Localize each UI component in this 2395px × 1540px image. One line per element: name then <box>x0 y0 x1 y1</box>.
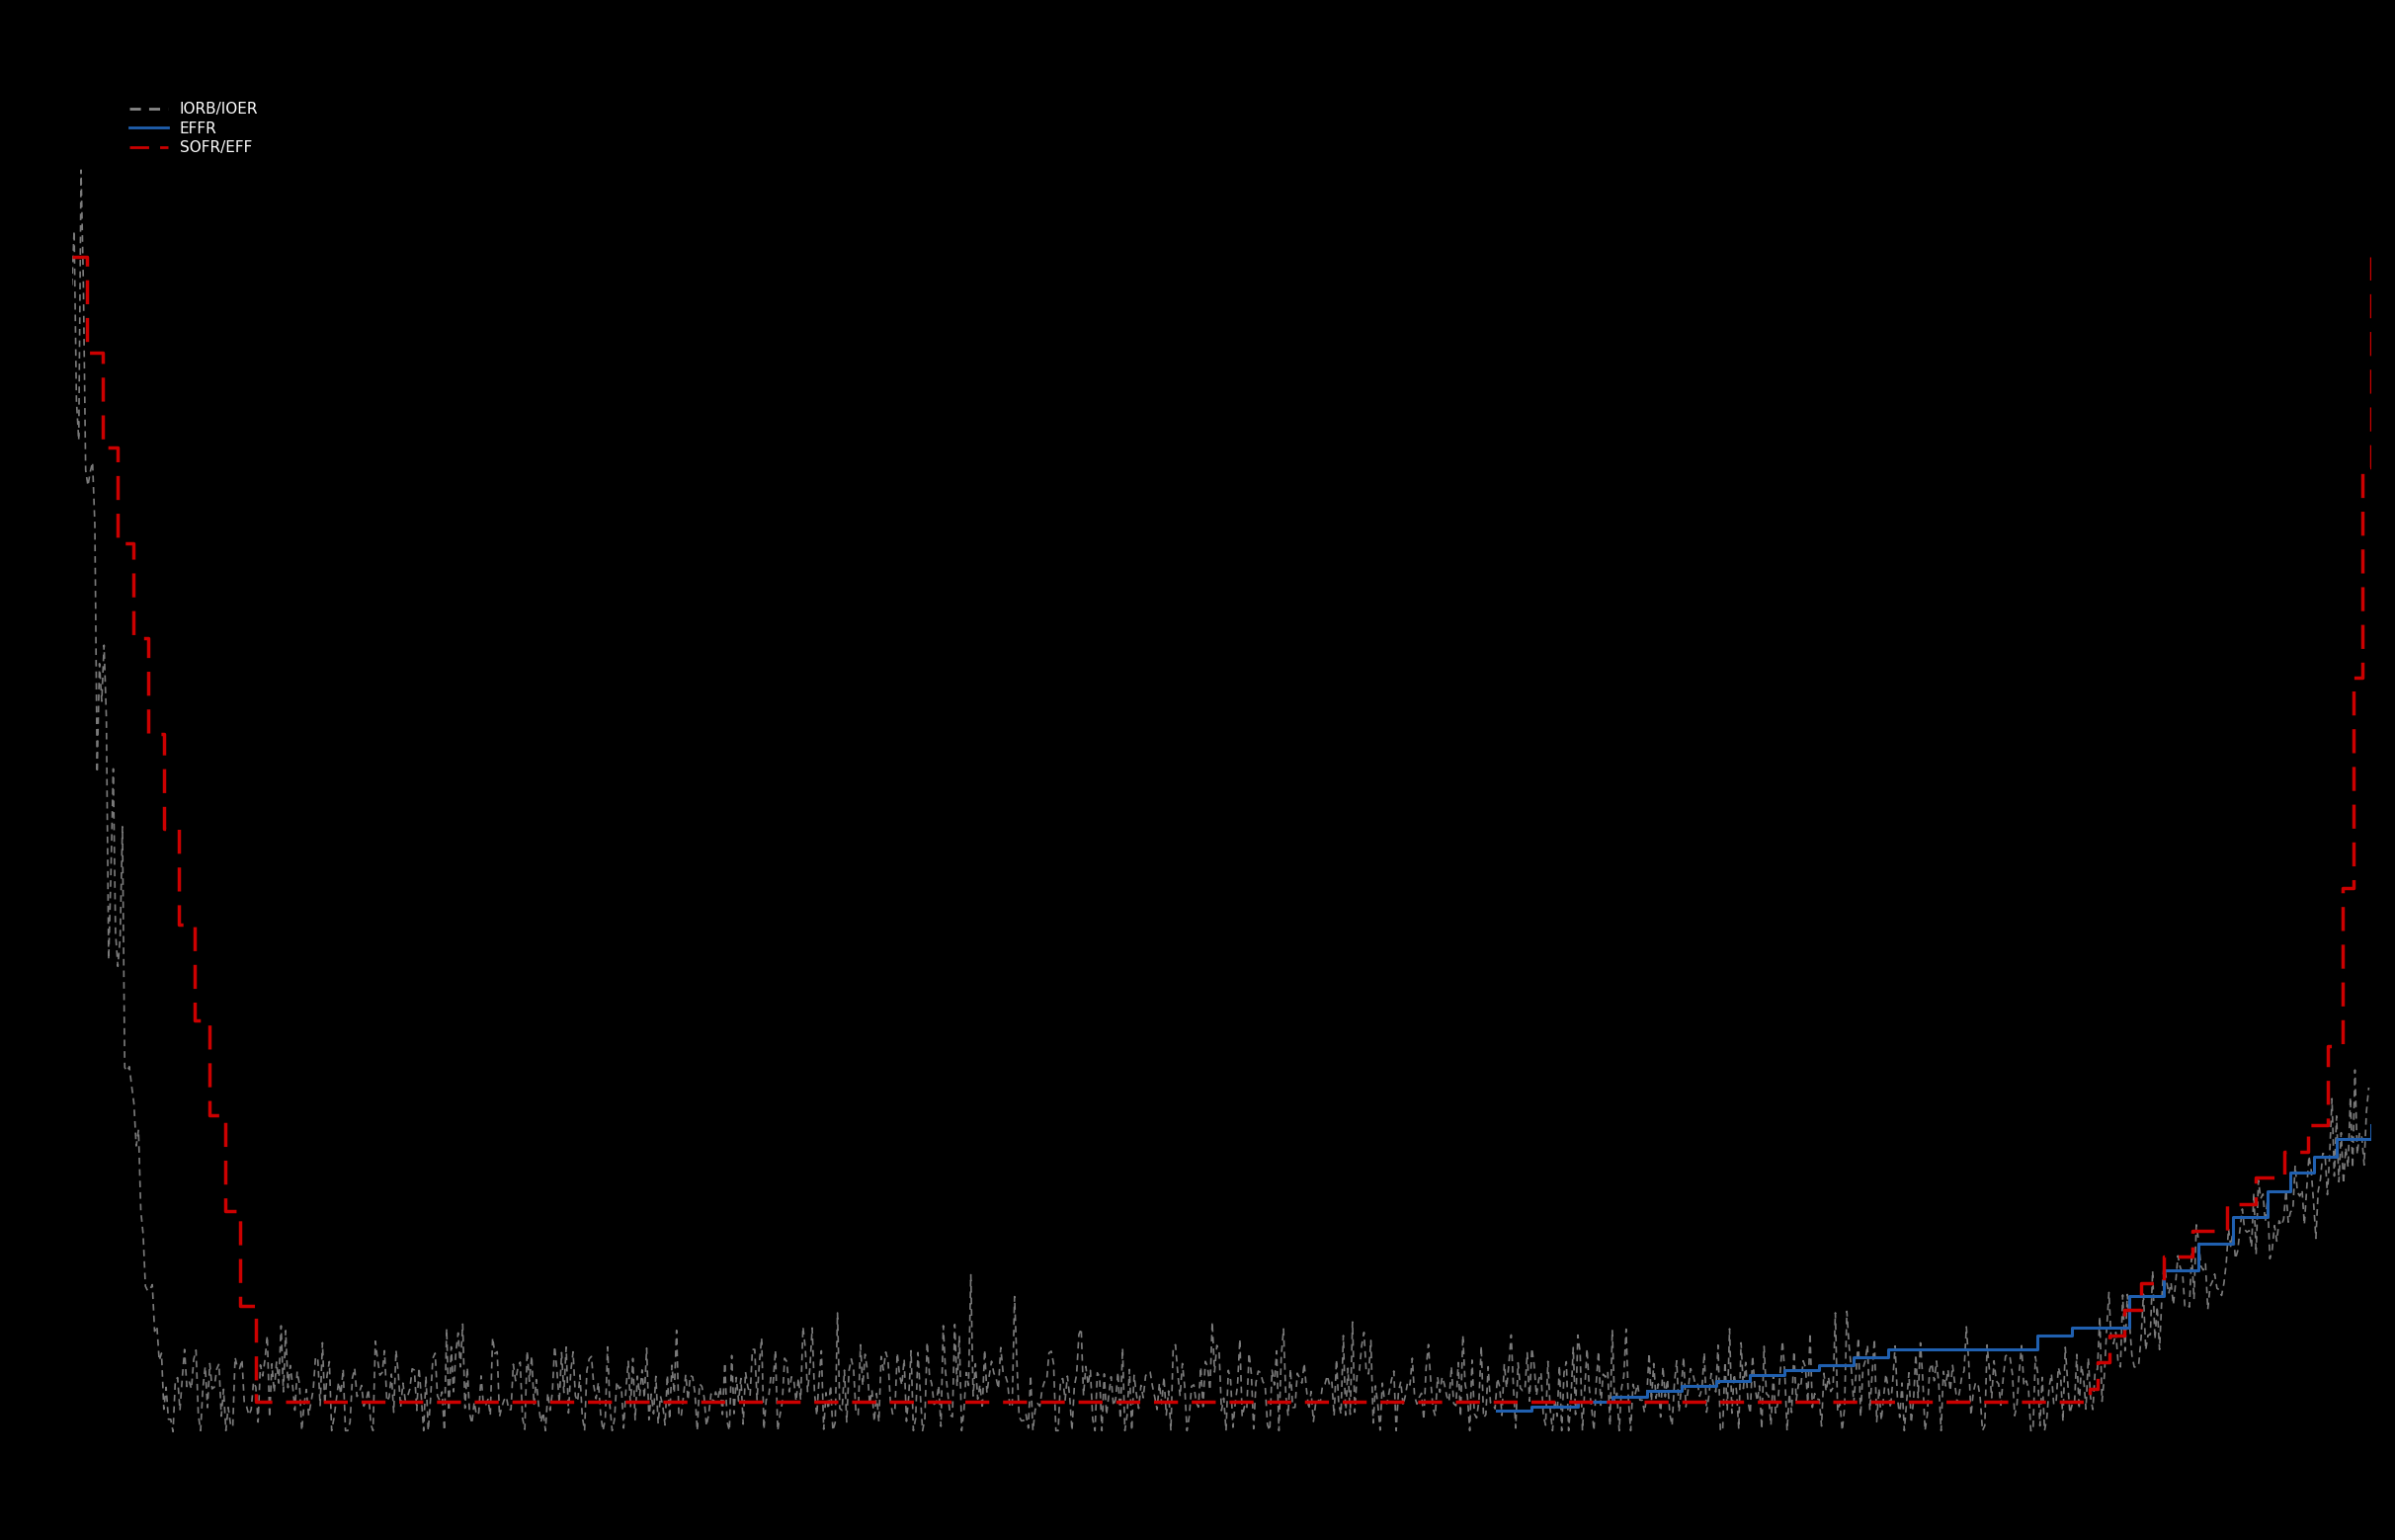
Legend: IORB/IOER, EFFR, SOFR/EFF: IORB/IOER, EFFR, SOFR/EFF <box>125 97 263 160</box>
